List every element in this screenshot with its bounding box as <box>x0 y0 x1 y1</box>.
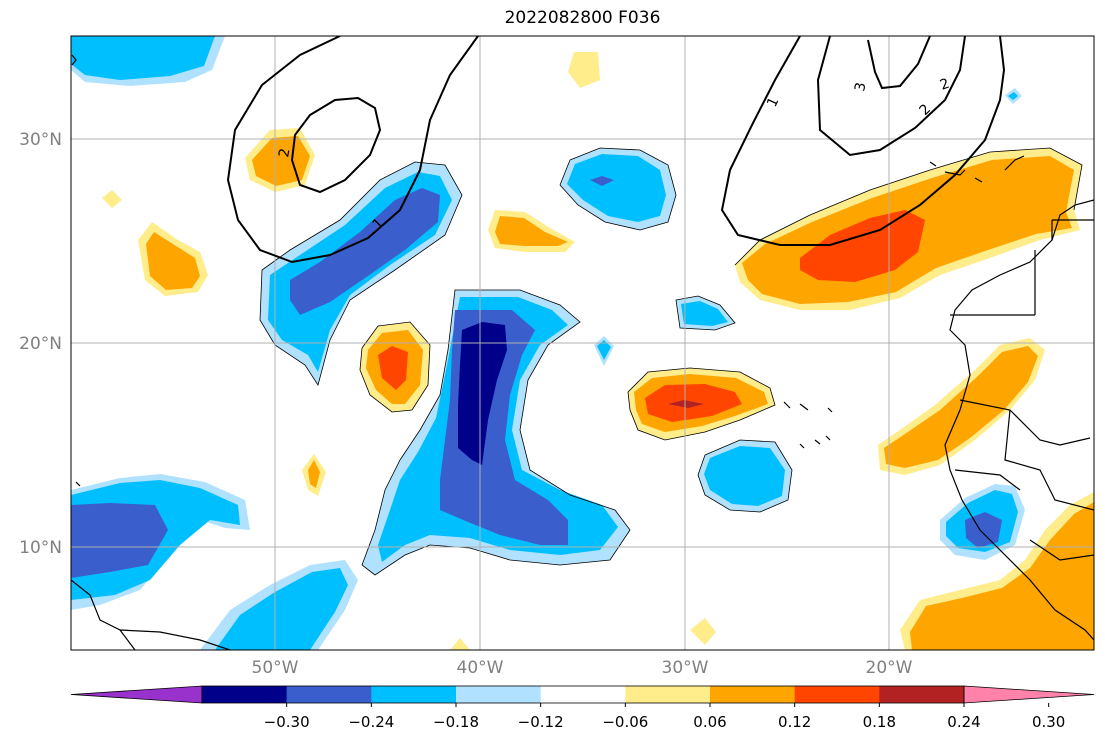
lon-label: 20°W <box>866 658 913 678</box>
lat-label: 10°N <box>19 538 62 558</box>
colorbar-segment <box>202 686 288 703</box>
colorbar-extend-max <box>963 685 1095 704</box>
coastlines <box>71 54 1094 650</box>
colorbar-extend-min <box>70 685 203 704</box>
longitude-labels: 50°W 40°W 30°W 20°W <box>252 658 913 678</box>
colorbar-outline <box>201 685 965 704</box>
colorbar-segment <box>625 686 711 703</box>
colorbar-tick-label: 0.24 <box>947 713 980 731</box>
colorbar-ticks: −0.30 −0.24 −0.18 −0.12 −0.06 0.06 0.12 0.18 0.2… <box>264 703 1065 731</box>
colorbar-tick-label: −0.12 <box>518 713 564 731</box>
contour-lines <box>226 36 1006 264</box>
plot-title: 2022082800 F036 <box>504 8 661 28</box>
negative-anomaly-fills <box>71 36 1025 650</box>
colorbar-segments <box>70 685 1095 704</box>
colorbar-tick-label: −0.18 <box>433 713 479 731</box>
colorbar-segment <box>710 686 796 703</box>
colorbar-tick-label: −0.30 <box>264 713 310 731</box>
colorbar-segment <box>286 686 372 703</box>
map-gridlines <box>71 36 1094 650</box>
contour-label: 2 <box>276 147 293 159</box>
colorbar: −0.30 −0.24 −0.18 −0.12 −0.06 0.06 0.12 0.18 0.2… <box>70 685 1095 731</box>
anomaly-outlines <box>259 147 1083 576</box>
colorbar-tick-label: −0.24 <box>348 713 394 731</box>
colorbar-segment <box>794 686 880 703</box>
latitude-labels: 30°N 20°N 10°N <box>19 130 62 558</box>
colorbar-segment <box>456 686 542 703</box>
colorbar-tick-label: 0.06 <box>693 713 726 731</box>
colorbar-segment <box>540 686 626 703</box>
colorbar-segment <box>371 686 457 703</box>
colorbar-segment <box>879 686 965 703</box>
contour-label: 3 <box>852 81 869 93</box>
map-area: 1 2 3 2 1 2 <box>71 36 1094 650</box>
map-frame <box>70 35 1095 651</box>
lon-label: 50°W <box>252 658 299 678</box>
lon-label: 30°W <box>662 658 709 678</box>
colorbar-tick-label: −0.06 <box>602 713 648 731</box>
colorbar-tick-label: 0.18 <box>863 713 896 731</box>
colorbar-tick-label: 0.30 <box>1032 713 1065 731</box>
lon-label: 40°W <box>457 658 504 678</box>
lat-label: 30°N <box>19 130 62 150</box>
colorbar-tick-label: 0.12 <box>778 713 811 731</box>
lat-label: 20°N <box>19 334 62 354</box>
positive-anomaly-fills <box>102 52 1094 650</box>
